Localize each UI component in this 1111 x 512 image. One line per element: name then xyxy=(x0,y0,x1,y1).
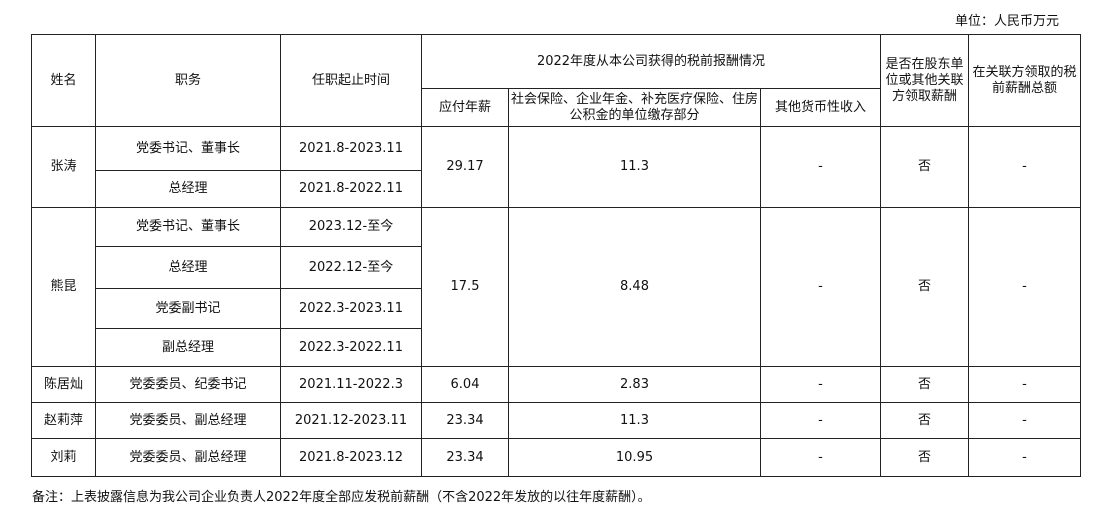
cell-position: 党委委员、副总经理 xyxy=(95,402,281,439)
cell-term: 2021.8-2023.11 xyxy=(280,126,422,171)
cell-term: 2021.12-2023.11 xyxy=(280,402,422,439)
cell-insurance: 11.3 xyxy=(508,126,761,208)
cell-term: 2021.8-2023.12 xyxy=(280,438,422,477)
cell-position: 总经理 xyxy=(95,246,281,289)
table-row: 总经理 2021.8-2022.11 xyxy=(32,170,1081,208)
cell-salary: 17.5 xyxy=(421,207,509,367)
cell-term: 2022.12-至今 xyxy=(280,246,422,289)
cell-salary: 29.17 xyxy=(421,126,509,208)
header-related: 在关联方领取的税前薪酬总额 xyxy=(968,34,1082,127)
cell-salary: 23.34 xyxy=(421,438,509,477)
table-row: 熊昆 党委书记、董事长 2023.12-至今 17.5 8.48- 否 - xyxy=(31,207,1082,367)
cell-term: 2021.8-2022.11 xyxy=(280,170,422,208)
cell-other: - xyxy=(759,402,882,439)
cell-other: - xyxy=(759,366,882,403)
cell-other: - xyxy=(759,126,882,208)
cell-shareholder: 否 xyxy=(880,126,970,208)
cell-position: 副总经理 xyxy=(95,328,281,367)
cell-shareholder: 否 xyxy=(880,402,970,439)
cell-position: 党委书记、董事长 xyxy=(95,207,281,247)
header-term: 任职起止时间 xyxy=(280,34,422,127)
cell-related: - xyxy=(968,366,1082,403)
cell-term: 2022.3-2023.11 xyxy=(280,288,422,329)
cell-term: 2023.12-至今 xyxy=(280,207,422,247)
header-insurance: 社会保险、企业年金、补充医疗保险、住房公积金的单位缴存部分 xyxy=(508,88,761,127)
cell-insurance: 10.95 xyxy=(508,438,761,477)
cell-name: 赵莉萍 xyxy=(31,402,96,439)
cell-insurance: 8.48 xyxy=(508,207,761,367)
table-row: 刘莉 党委委员、副总经理 2021.8-2023.12 23.34 10.95- 否 - xyxy=(31,438,1082,477)
unit-label: 单位：人民币万元 xyxy=(954,14,1059,29)
cell-related: - xyxy=(968,438,1082,477)
cell-related: - xyxy=(968,402,1082,439)
cell-other: - xyxy=(759,207,882,367)
header-salary: 应付年薪 xyxy=(421,88,509,127)
cell-insurance: 11.3 xyxy=(508,402,761,439)
table-row: 张涛 党委书记、董事长 2021.8-2023.11 29.17 11.3- 否 - xyxy=(31,126,1082,208)
header-name: 姓名 xyxy=(31,34,96,127)
cell-salary: 23.34 xyxy=(421,402,509,439)
table-row: 总经理 2022.12-至今 xyxy=(32,246,1081,289)
cell-salary: 6.04 xyxy=(421,366,509,403)
cell-insurance: 2.83 xyxy=(508,366,761,403)
table-row: 赵莉萍 党委委员、副总经理 2021.12-2023.11 23.34 11.3- 否 - xyxy=(31,402,1082,439)
cell-related: - xyxy=(968,126,1082,208)
header-shareholder: 是否在股东单位或其他关联方领取薪酬 xyxy=(880,34,970,127)
header-group: 2022年度从本公司获得的税前报酬情况 xyxy=(420,34,882,89)
cell-position: 党委书记、董事长 xyxy=(95,126,281,171)
cell-other: - xyxy=(759,438,882,477)
header-position: 职务 xyxy=(95,34,281,127)
header-other: 其他货币性收入 xyxy=(759,88,882,127)
cell-name: 张涛 xyxy=(31,126,96,208)
cell-shareholder: 否 xyxy=(880,366,970,403)
table-row: 副总经理 2022.3-2022.11 xyxy=(32,328,1081,367)
table-row: 陈居灿 党委委员、纪委书记 2021.11-2022.3 6.04 2.83- 否 - xyxy=(31,366,1082,403)
footnote: 备注：上表披露信息为我公司企业负责人2022年度全部应发税前薪酬（不含2022年… xyxy=(32,490,651,505)
cell-position: 党委委员、副总经理 xyxy=(95,438,281,477)
cell-term: 2022.3-2022.11 xyxy=(280,328,422,367)
cell-shareholder: 否 xyxy=(880,207,970,367)
table-row: 党委副书记 2022.3-2023.11 xyxy=(32,288,1081,329)
cell-position: 党委副书记 xyxy=(95,288,281,329)
cell-position: 党委委员、纪委书记 xyxy=(95,366,281,403)
cell-name: 熊昆 xyxy=(31,207,96,367)
cell-term: 2021.11-2022.3 xyxy=(280,366,422,403)
cell-related: - xyxy=(968,207,1082,367)
cell-name: 刘莉 xyxy=(31,438,96,477)
cell-position: 总经理 xyxy=(95,170,281,208)
compensation-table: 姓名 职务 任职起止时间 2022年度从本公司获得的税前报酬情况 是否在股东单位… xyxy=(31,34,1082,477)
cell-name: 陈居灿 xyxy=(31,366,96,403)
cell-shareholder: 否 xyxy=(880,438,970,477)
